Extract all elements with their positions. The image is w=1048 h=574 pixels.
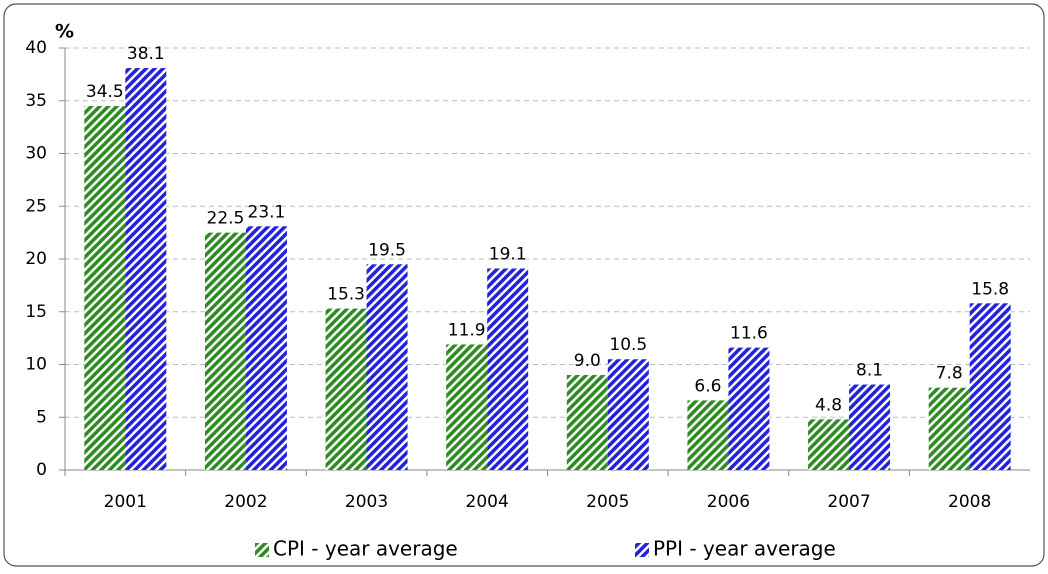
bar [84, 106, 126, 471]
bar [204, 232, 246, 470]
value-label: 34.5 [86, 82, 124, 102]
legend-label: CPI - year average [273, 537, 458, 561]
value-label: 4.8 [815, 395, 842, 415]
bar [808, 419, 850, 470]
y-tick-label: 25 [25, 196, 47, 216]
bar [928, 387, 970, 470]
legend-swatch [255, 543, 269, 557]
bar [366, 264, 408, 470]
x-tick-label: 2007 [827, 492, 870, 512]
bar [325, 308, 367, 470]
value-label: 19.1 [489, 244, 527, 264]
x-tick-label: 2005 [586, 492, 629, 512]
legend-label: PPI - year average [653, 537, 836, 561]
x-tick-label: 2004 [466, 492, 509, 512]
y-tick-label: 20 [25, 249, 47, 269]
bar [446, 344, 488, 470]
y-tick-label: 15 [25, 302, 47, 322]
bar [125, 68, 167, 471]
value-label: 15.3 [327, 285, 365, 305]
y-tick-label: 40 [25, 38, 47, 58]
value-label: 15.8 [971, 279, 1009, 299]
bar [566, 375, 608, 470]
value-label: 11.6 [730, 324, 768, 344]
bar [687, 400, 729, 470]
legend-swatch [635, 543, 649, 557]
y-tick-label: 5 [36, 407, 47, 427]
value-label: 10.5 [609, 335, 647, 355]
value-label: 8.1 [856, 361, 883, 381]
y-tick-label: 0 [36, 460, 47, 480]
y-tick-label: 10 [25, 355, 47, 375]
bar [607, 359, 649, 470]
y-axis-label: % [55, 21, 74, 43]
value-label: 19.5 [368, 240, 406, 260]
value-label: 9.0 [574, 351, 601, 371]
bar [487, 268, 529, 470]
value-label: 7.8 [936, 364, 963, 384]
x-tick-label: 2006 [707, 492, 750, 512]
value-label: 11.9 [448, 320, 486, 340]
x-tick-label: 2001 [104, 492, 147, 512]
value-label: 23.1 [248, 202, 286, 222]
bar [245, 226, 287, 470]
value-label: 38.1 [127, 44, 165, 64]
y-tick-label: 30 [25, 144, 47, 164]
x-tick-label: 2003 [345, 492, 388, 512]
value-label: 22.5 [207, 209, 245, 229]
value-label: 6.6 [694, 376, 721, 396]
x-tick-label: 2002 [224, 492, 267, 512]
x-tick-label: 2008 [948, 492, 991, 512]
y-tick-label: 35 [25, 91, 47, 111]
bar [849, 384, 891, 470]
bar [728, 347, 770, 470]
bar [969, 303, 1011, 470]
